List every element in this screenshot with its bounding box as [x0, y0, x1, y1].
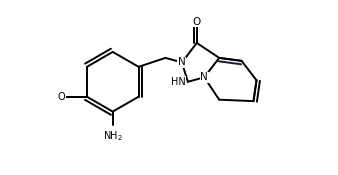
Text: NH$_2$: NH$_2$ [103, 130, 123, 143]
Text: HN: HN [171, 77, 186, 87]
Text: N: N [200, 72, 208, 82]
Text: O: O [58, 92, 65, 102]
Text: O: O [193, 16, 201, 27]
Text: N: N [178, 57, 186, 67]
